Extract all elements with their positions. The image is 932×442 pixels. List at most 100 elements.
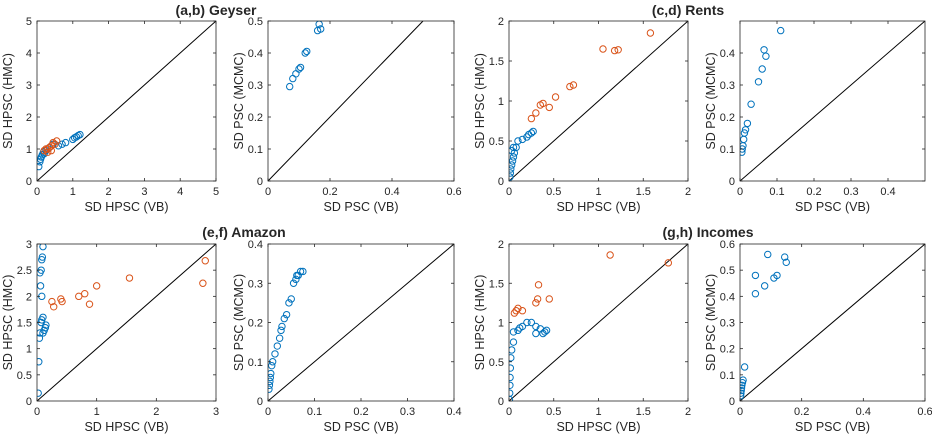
- data-point-orange: [125, 274, 134, 282]
- y-tick-label: 2: [498, 239, 504, 251]
- x-tick-label: 0.2: [353, 406, 368, 418]
- panel-title: (c,d) Rents: [652, 2, 725, 18]
- data-point-blue: [292, 275, 300, 284]
- data-point-blue: [532, 329, 540, 338]
- y-tick-label: 0.2: [720, 344, 735, 356]
- diagonal-line: [740, 21, 925, 181]
- panel-1: 0 1 2 3 4 5 0 1 2 3 4 5 SD HPSC (VB) SD HPSC (HMC) (a,…: [1, 2, 257, 214]
- data-point-blue: [285, 299, 293, 307]
- data-point-blue: [72, 133, 81, 141]
- data-point-blue: [740, 145, 746, 153]
- data-point-orange: [569, 81, 578, 89]
- x-axis-label: SD HPSC (VB): [556, 200, 640, 214]
- panel-8: 0 0.2 0.4 0.6 0 0.1 0.2 0.3 0.4 0.5 0.6 SD PSC (VB)…: [704, 239, 932, 434]
- x-tick-label: 0.4: [384, 186, 399, 198]
- data-point-blue: [514, 326, 522, 335]
- y-tick-label: 0.5: [489, 136, 504, 148]
- diagonal-line: [509, 21, 688, 181]
- y-tick-label: 0.2: [248, 318, 263, 330]
- x-tick-label: 1.5: [636, 406, 651, 418]
- data-point-blue: [514, 137, 522, 145]
- x-axis-label: SD HPSC (VB): [556, 420, 640, 434]
- data-point-blue: [301, 49, 309, 57]
- y-tick-label: 1: [498, 318, 504, 330]
- data-point-blue: [76, 130, 84, 139]
- data-point-blue: [740, 386, 745, 395]
- x-tick-label: 2: [106, 186, 112, 198]
- data-point-orange: [610, 46, 619, 55]
- data-point-blue: [37, 358, 43, 366]
- data-point-blue: [532, 322, 540, 331]
- x-tick-label: 4: [177, 186, 183, 198]
- data-point-orange: [52, 137, 61, 145]
- x-tick-label: 0.5: [546, 186, 561, 198]
- data-point-blue: [273, 342, 281, 350]
- data-point-blue: [542, 326, 551, 335]
- y-tick-label: 0.4: [248, 48, 263, 60]
- y-tick-label: 0.5: [489, 357, 504, 369]
- data-point-blue: [54, 142, 63, 150]
- x-tick-label: 0: [265, 406, 271, 418]
- data-point-blue: [509, 169, 515, 177]
- diagonal-line: [268, 21, 424, 181]
- panel-title: (e,f) Amazon: [202, 224, 285, 240]
- y-tick-label: 0.4: [248, 239, 263, 251]
- data-point-blue: [740, 376, 747, 384]
- data-point-blue: [509, 165, 515, 173]
- panel-4: 0 0.1 0.2 0.3 0.4 0 0.1 0.2 0.3 0.4 SD PSC (VB) SD …: [704, 20, 926, 214]
- y-tick-label: 0: [729, 176, 735, 188]
- data-point-orange: [566, 82, 574, 91]
- x-axis-label: SD PSC (VB): [795, 420, 870, 434]
- data-point-blue: [743, 119, 752, 128]
- data-point-orange: [92, 282, 101, 290]
- data-point-blue: [37, 389, 42, 397]
- data-point-blue: [518, 135, 527, 144]
- x-tick-label: 0.2: [322, 186, 337, 198]
- x-tick-label: 0: [34, 186, 40, 198]
- data-point-blue: [268, 373, 275, 382]
- y-tick-label: 0: [257, 176, 263, 188]
- data-point-blue: [295, 65, 303, 73]
- x-tick-label: 0.1: [307, 406, 322, 418]
- y-axis-label: SD HPSC (HMC): [473, 275, 487, 371]
- y-tick-label: 1: [498, 96, 504, 108]
- x-tick-label: 0.1: [769, 186, 784, 198]
- data-point-blue: [282, 310, 291, 319]
- panel-title: (g,h) Incomes: [662, 224, 753, 240]
- data-point-blue: [509, 173, 514, 181]
- data-point-orange: [49, 138, 57, 147]
- data-point-blue: [268, 377, 274, 386]
- y-axis-label: SD HPSC (HMC): [1, 275, 15, 371]
- y-tick-label: 1: [26, 344, 32, 356]
- data-point-blue: [303, 47, 311, 56]
- panel-2: 0 0.2 0.4 0.6 0 0.1 0.2 0.3 0.4 0.5 SD PSC (VB) SD …: [232, 16, 462, 214]
- y-tick-label: 0.1: [720, 144, 735, 156]
- x-tick-label: 0.4: [856, 406, 871, 418]
- panel-5: 0 1 2 3 0 0.5 1 1.5 2 2.5 3 SD HPSC (VB) SD HPSC (HM…: [1, 224, 286, 434]
- diagonal-line: [268, 244, 454, 401]
- data-point-blue: [275, 334, 284, 342]
- y-tick-label: 5: [26, 16, 32, 28]
- panel-6: 0 0.1 0.2 0.3 0.4 0 0.1 0.2 0.3 0.4 SD PSC (VB) SD …: [232, 239, 462, 434]
- data-point-blue: [740, 363, 749, 371]
- panel-3: 0 0.5 1 1.5 2 0 0.5 1 1.5 2 SD HPSC (VB) SD HPSC (H…: [473, 2, 724, 214]
- y-tick-label: 0.3: [720, 318, 735, 330]
- data-point-blue: [740, 129, 749, 137]
- x-tick-label: 3: [213, 406, 219, 418]
- y-axis-label: SD HPSC (HMC): [473, 53, 487, 149]
- data-point-blue: [286, 82, 294, 91]
- x-tick-label: 3: [141, 186, 147, 198]
- data-point-orange: [47, 146, 56, 155]
- y-tick-label: 2.5: [17, 265, 32, 277]
- y-tick-label: 1.5: [489, 278, 504, 290]
- data-point-blue: [509, 389, 514, 397]
- y-tick-label: 0.3: [248, 80, 263, 92]
- y-tick-label: 4: [26, 48, 32, 60]
- y-axis-label: SD PSC (MCMC): [232, 52, 246, 149]
- data-point-blue: [740, 392, 745, 400]
- data-point-blue: [509, 364, 515, 372]
- y-tick-label: 0.5: [17, 370, 32, 382]
- data-point-blue: [751, 271, 760, 280]
- x-tick-label: 0.3: [843, 186, 858, 198]
